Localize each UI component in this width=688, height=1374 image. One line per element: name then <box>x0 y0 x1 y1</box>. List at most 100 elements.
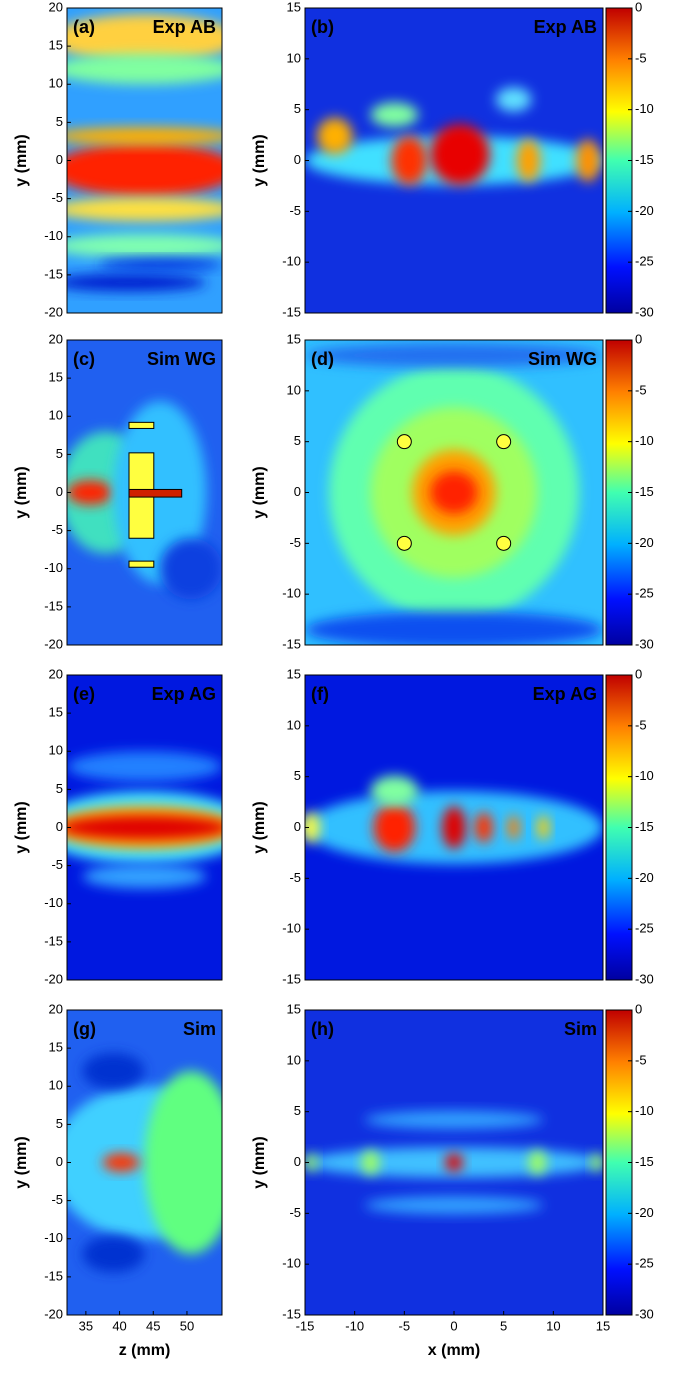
y-axis-label: y (mm) <box>251 466 268 518</box>
panel: (f) Exp AG -15 -10 -5 0 5 10 15 y (mm) -30 -25 -20 -1… <box>251 666 654 986</box>
y-tick-label: -10 <box>282 254 301 269</box>
panel-title: Exp AB <box>153 17 216 37</box>
colorbar-tick-label: -5 <box>635 50 647 65</box>
heat-blob <box>445 1153 463 1172</box>
y-tick-label: 10 <box>287 717 301 732</box>
x-tick-label: 45 <box>146 1318 160 1333</box>
panel: (d) Sim WG -15 -10 -5 0 5 10 15 y (mm) -30 -25 -20 -1… <box>251 331 654 651</box>
colorbar-tick-label: 0 <box>635 331 642 346</box>
y-tick-label: 0 <box>56 484 63 499</box>
heat-blob <box>67 233 222 259</box>
heat-blob <box>305 343 603 368</box>
heatmap <box>67 8 222 313</box>
colorbar-tick-label: -10 <box>635 101 654 116</box>
heat-blob <box>67 53 222 85</box>
colorbar-tick-label: -25 <box>635 921 654 936</box>
x-axis-label: x (mm) <box>428 1342 480 1359</box>
waveguide <box>128 421 155 429</box>
heat-blob <box>82 1052 145 1090</box>
y-tick-label: -5 <box>51 190 63 205</box>
rod <box>396 535 412 551</box>
heat-blob <box>305 611 603 645</box>
y-tick-label: 20 <box>49 331 63 346</box>
panel-label: (g) <box>73 1019 96 1039</box>
y-tick-label: 15 <box>287 1001 301 1016</box>
panel-label: (f) <box>311 684 329 704</box>
heat-blob <box>364 1110 544 1129</box>
x-tick-label: -15 <box>296 1318 315 1333</box>
y-tick-label: -10 <box>44 560 63 575</box>
colorbar-tick-label: -25 <box>635 586 654 601</box>
panel-label: (a) <box>73 17 95 37</box>
colorbar <box>605 674 633 981</box>
heatmap <box>305 8 603 313</box>
y-tick-label: -5 <box>51 857 63 872</box>
colorbar-tick-label: -15 <box>635 152 654 167</box>
colorbar-tick-label: -30 <box>635 636 654 651</box>
y-tick-label: 0 <box>56 152 63 167</box>
heat-blob <box>430 471 478 514</box>
heat-blob <box>305 1153 317 1172</box>
rod <box>496 434 512 450</box>
x-tick-label: 10 <box>546 1318 560 1333</box>
y-tick-label: -20 <box>44 1306 63 1321</box>
panel: (g) Sim -20 -15 -10 -5 0 5 10 15 20 y (mm) 35 40 45 50 z… <box>13 1001 223 1359</box>
y-tick-label: 10 <box>49 408 63 423</box>
y-tick-label: -10 <box>282 1256 301 1271</box>
y-tick-label: -15 <box>282 971 301 986</box>
y-tick-label: -5 <box>51 1192 63 1207</box>
y-tick-label: 10 <box>49 76 63 91</box>
heat-blob <box>160 538 222 600</box>
y-tick-label: 15 <box>49 705 63 720</box>
heat-blob <box>305 812 320 843</box>
heat-blob <box>576 139 601 182</box>
y-tick-label: -10 <box>44 228 63 243</box>
panel-label: (d) <box>311 349 334 369</box>
x-tick-label: 35 <box>79 1318 93 1333</box>
y-tick-label: 5 <box>56 1116 63 1131</box>
colorbar-tick-label: -30 <box>635 971 654 986</box>
y-tick-label: 10 <box>287 50 301 65</box>
y-axis-label: y (mm) <box>251 801 268 853</box>
x-tick-label: 5 <box>500 1318 507 1333</box>
y-axis-label: y (mm) <box>13 801 30 853</box>
y-tick-label: -20 <box>44 971 63 986</box>
y-axis-label: y (mm) <box>251 1136 268 1188</box>
panel-title: Sim WG <box>147 349 216 369</box>
y-axis-label: y (mm) <box>13 1136 30 1188</box>
colorbar-tick-label: -25 <box>635 254 654 269</box>
y-tick-label: -20 <box>44 636 63 651</box>
y-tick-label: 15 <box>287 666 301 681</box>
y-tick-label: -10 <box>282 921 301 936</box>
y-tick-label: -10 <box>282 586 301 601</box>
colorbar-tick-label: -20 <box>635 1205 654 1220</box>
panel: (a) Exp AB -20 -15 -10 -5 0 5 10 15 20 y (mm) <box>13 0 223 319</box>
colorbar-tick-label: -30 <box>635 1306 654 1321</box>
y-tick-label: -5 <box>51 522 63 537</box>
y-tick-label: 15 <box>287 331 301 346</box>
heat-blob <box>507 815 520 840</box>
colorbar-tick-label: -10 <box>635 1103 654 1118</box>
heat-blob <box>528 1150 547 1175</box>
colorbar-tick-label: -20 <box>635 535 654 550</box>
y-axis-label: y (mm) <box>251 134 268 186</box>
heatmap <box>305 340 603 645</box>
heat-blob <box>67 480 114 505</box>
colorbar-tick-label: -5 <box>635 1052 647 1067</box>
heatmap <box>67 1010 222 1315</box>
colorbar-tick-label: -10 <box>635 768 654 783</box>
colorbar-tick-label: -10 <box>635 433 654 448</box>
y-tick-label: 10 <box>287 382 301 397</box>
heat-blob <box>102 1153 140 1172</box>
heatmap <box>305 1010 603 1315</box>
y-tick-label: -15 <box>44 266 63 281</box>
heat-blob <box>474 812 493 843</box>
panel-title: Sim <box>564 1019 597 1039</box>
heat-blob <box>67 815 222 840</box>
colorbar-tick-label: 0 <box>635 1001 642 1016</box>
heat-blob <box>144 1071 222 1254</box>
y-tick-label: 5 <box>294 101 301 116</box>
y-tick-label: -15 <box>282 636 301 651</box>
y-tick-label: -10 <box>44 895 63 910</box>
